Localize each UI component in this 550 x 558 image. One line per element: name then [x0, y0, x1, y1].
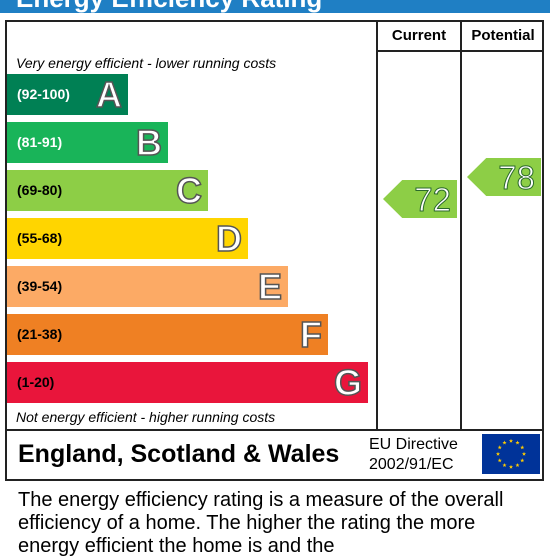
- rating-frame: [5, 20, 544, 481]
- current-column-divider: [376, 20, 378, 430]
- eu-flag-icon: [482, 434, 540, 474]
- band-d: (55-68) D: [7, 217, 248, 260]
- band-b: (81-91) B: [7, 121, 168, 164]
- band-c: (69-80) C: [7, 169, 208, 212]
- band-g: (1-20) G: [7, 361, 368, 404]
- top-caption: Very energy efficient - lower running co…: [16, 55, 277, 71]
- band-range-label: (69-80): [17, 182, 63, 198]
- potential-rating-value: 78: [498, 159, 536, 197]
- band-letter: F: [299, 313, 323, 356]
- directive-line-2: 2002/91/EC: [369, 456, 454, 473]
- band-letter: E: [257, 265, 283, 308]
- band-range-label: (55-68): [17, 230, 63, 246]
- directive-line-1: EU Directive: [369, 436, 458, 453]
- title-bar: Energy Efficiency Rating: [0, 0, 550, 13]
- band-f: (21-38) F: [7, 313, 328, 356]
- potential-column-divider: [460, 20, 462, 430]
- header-divider: [376, 50, 544, 52]
- region-label: England, Scotland & Wales: [18, 440, 340, 468]
- band-range-label: (81-91): [17, 134, 63, 150]
- band-range-label: (92-100): [17, 86, 70, 102]
- band-a: (92-100) A: [7, 73, 128, 116]
- current-column-header: Current: [391, 27, 447, 44]
- description-text: The energy efficiency rating is a measur…: [18, 489, 504, 557]
- band-letter: B: [135, 121, 163, 164]
- band-range-label: (21-38): [17, 326, 63, 342]
- band-letter: A: [95, 73, 123, 116]
- band-range-label: (39-54): [17, 278, 63, 294]
- potential-column-header: Potential: [471, 27, 535, 44]
- band-letter: G: [333, 361, 363, 404]
- current-rating-value: 72: [414, 181, 452, 219]
- band-letter: D: [215, 217, 243, 260]
- band-range-label: (1-20): [17, 374, 55, 390]
- band-letter: C: [175, 169, 203, 212]
- band-e: (39-54) E: [7, 265, 288, 308]
- footer-divider: [5, 429, 544, 431]
- bottom-caption: Not energy efficient - higher running co…: [16, 409, 276, 425]
- chart-title: Energy Efficiency Rating: [16, 0, 322, 13]
